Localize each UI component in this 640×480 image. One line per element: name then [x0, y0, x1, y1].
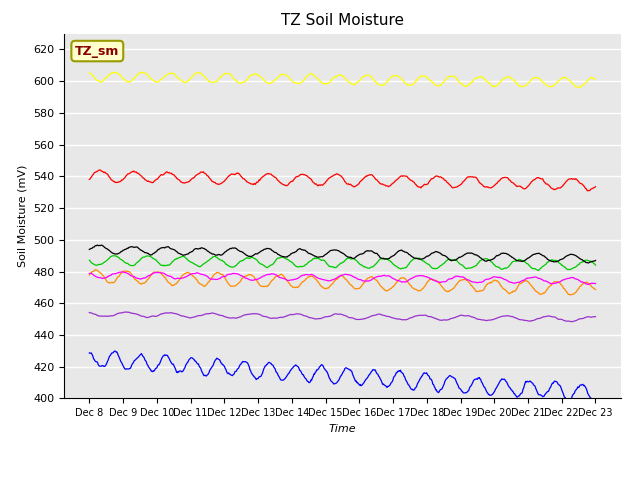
Theta_3 [225, 71, 233, 76]
Theta_2 [591, 287, 599, 292]
Theta_4 [419, 258, 427, 264]
Theta_6 [86, 271, 93, 276]
X-axis label: Time: Time [328, 424, 356, 433]
Theta_3 [575, 84, 583, 90]
Theta_7 [404, 316, 412, 322]
Theta_4 [109, 252, 117, 258]
Theta_7 [199, 312, 207, 318]
Theta_1 [199, 169, 207, 175]
Theta_2 [404, 279, 412, 285]
Theta_2 [567, 292, 575, 298]
Theta_5 [591, 398, 599, 404]
Theta_2 [92, 267, 99, 273]
Theta_4 [534, 268, 542, 274]
Theta_5 [111, 348, 118, 354]
Theta_6 [404, 277, 412, 283]
Theta_4 [86, 257, 93, 263]
Line: Theta_7: Theta_7 [90, 312, 595, 322]
Theta_6 [118, 269, 125, 275]
Theta_avg [147, 252, 155, 258]
Theta_avg [95, 243, 102, 249]
Theta_6 [419, 273, 427, 279]
Theta_avg [199, 245, 207, 251]
Theta_6 [95, 275, 102, 280]
Theta_avg [419, 256, 427, 262]
Theta_2 [86, 272, 93, 278]
Theta_5 [419, 372, 427, 377]
Theta_avg [86, 247, 93, 252]
Text: TZ_sm: TZ_sm [75, 45, 120, 58]
Theta_7 [147, 313, 155, 319]
Theta_4 [404, 262, 412, 268]
Title: TZ Soil Moisture: TZ Soil Moisture [281, 13, 404, 28]
Theta_3 [419, 73, 427, 79]
Theta_avg [404, 251, 412, 256]
Theta_7 [419, 312, 427, 318]
Theta_1 [225, 172, 233, 178]
Theta_3 [138, 69, 145, 75]
Theta_5 [147, 368, 155, 374]
Theta_4 [591, 262, 599, 268]
Theta_7 [225, 315, 233, 321]
Theta_avg [97, 242, 105, 248]
Theta_1 [404, 175, 412, 181]
Theta_6 [591, 281, 599, 287]
Theta_2 [199, 283, 207, 288]
Theta_7 [568, 319, 575, 324]
Theta_5 [199, 370, 207, 376]
Theta_4 [225, 264, 233, 269]
Line: Theta_2: Theta_2 [90, 270, 595, 295]
Line: Theta_4: Theta_4 [90, 255, 595, 271]
Theta_3 [86, 70, 93, 76]
Theta_1 [95, 168, 102, 173]
Theta_7 [95, 313, 102, 319]
Line: Theta_1: Theta_1 [90, 170, 595, 191]
Theta_5 [565, 398, 573, 404]
Theta_6 [147, 272, 155, 277]
Theta_7 [122, 309, 129, 315]
Theta_5 [86, 350, 93, 356]
Y-axis label: Soil Moisture (mV): Soil Moisture (mV) [17, 165, 28, 267]
Theta_5 [225, 371, 233, 377]
Line: Theta_6: Theta_6 [90, 272, 595, 285]
Theta_5 [95, 362, 102, 368]
Theta_1 [86, 177, 93, 182]
Theta_5 [404, 382, 412, 388]
Theta_6 [199, 272, 207, 277]
Line: Theta_avg: Theta_avg [90, 245, 595, 263]
Theta_3 [95, 78, 102, 84]
Theta_6 [584, 282, 592, 288]
Theta_4 [147, 254, 155, 260]
Theta_2 [147, 272, 155, 278]
Theta_1 [419, 183, 427, 189]
Theta_7 [591, 314, 599, 320]
Theta_2 [225, 282, 233, 288]
Theta_avg [225, 246, 233, 252]
Line: Theta_3: Theta_3 [90, 72, 595, 87]
Theta_7 [86, 310, 93, 315]
Theta_1 [96, 167, 104, 173]
Theta_1 [591, 184, 599, 190]
Theta_3 [591, 76, 599, 82]
Line: Theta_5: Theta_5 [90, 351, 595, 401]
Theta_avg [591, 258, 599, 264]
Theta_2 [95, 269, 103, 275]
Theta_3 [199, 72, 207, 78]
Theta_avg [584, 260, 592, 266]
Theta_1 [584, 188, 591, 193]
Theta_4 [199, 262, 207, 267]
Theta_3 [404, 82, 412, 88]
Theta_3 [147, 76, 155, 82]
Theta_1 [147, 180, 155, 185]
Theta_2 [419, 286, 427, 291]
Theta_6 [225, 271, 233, 277]
Theta_4 [95, 262, 102, 267]
